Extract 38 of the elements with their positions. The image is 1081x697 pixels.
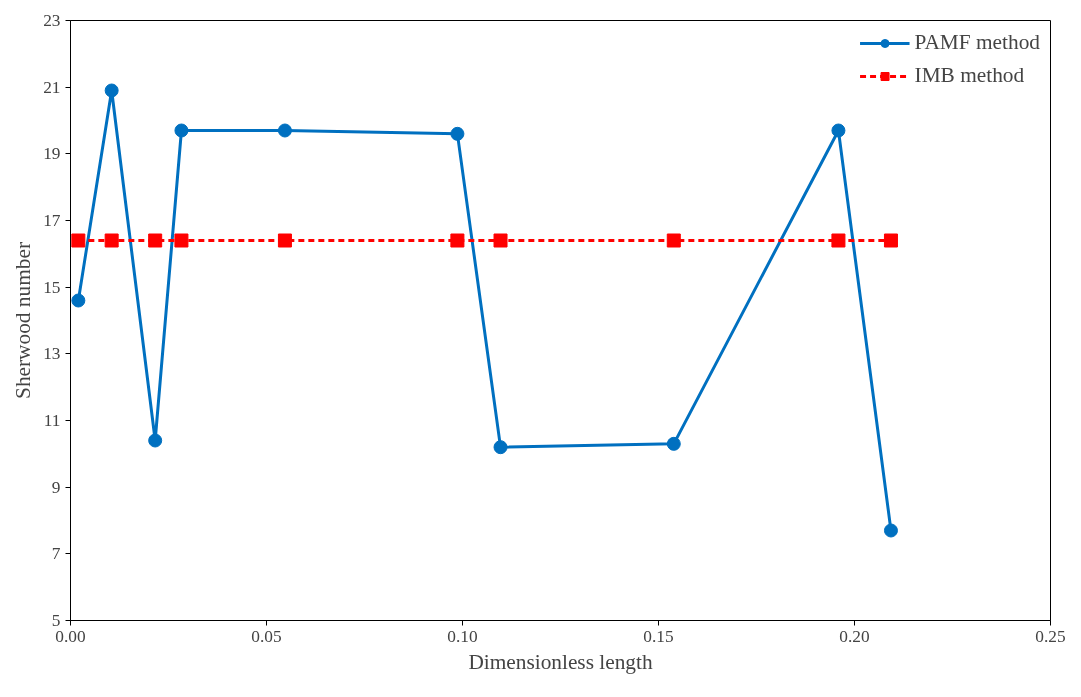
point [666,233,681,248]
y-tick-label: 17 [43,211,61,230]
point [883,233,898,248]
y-tick-label: 11 [43,411,61,430]
point [493,440,508,455]
point [277,123,292,138]
x-tick-label: 0.15 [643,626,674,646]
point [450,126,465,141]
x-tick-label: 0.10 [447,626,478,646]
point [450,233,465,248]
x-axis-title: Dimensionless length [468,649,653,674]
y-tick-label: 19 [43,144,61,164]
point [104,233,119,248]
x-tick-label: 0.20 [839,626,870,646]
point [104,83,119,98]
point [277,233,292,248]
point [148,433,163,448]
y-tick-label: 7 [51,544,61,564]
legend-label: IMB method [914,63,1025,88]
y-tick-label: 15 [43,277,61,297]
point [148,233,163,248]
point [883,523,898,538]
point [71,233,86,248]
y-tick-label: 21 [43,77,61,97]
point [174,123,189,138]
point [71,293,86,308]
x-tick-label: 0.05 [251,626,282,646]
point [666,436,681,451]
y-tick-label: 9 [51,477,61,497]
y-tick-label: 23 [43,11,61,30]
y-tick-label: 13 [43,344,61,364]
point [831,233,846,248]
point [831,123,846,138]
x-tick-label: 0.25 [1035,626,1066,646]
point [174,233,189,248]
y-axis-title: Sherwood number [11,242,36,399]
point [493,233,508,248]
legend-label: PAMF method [914,30,1040,55]
